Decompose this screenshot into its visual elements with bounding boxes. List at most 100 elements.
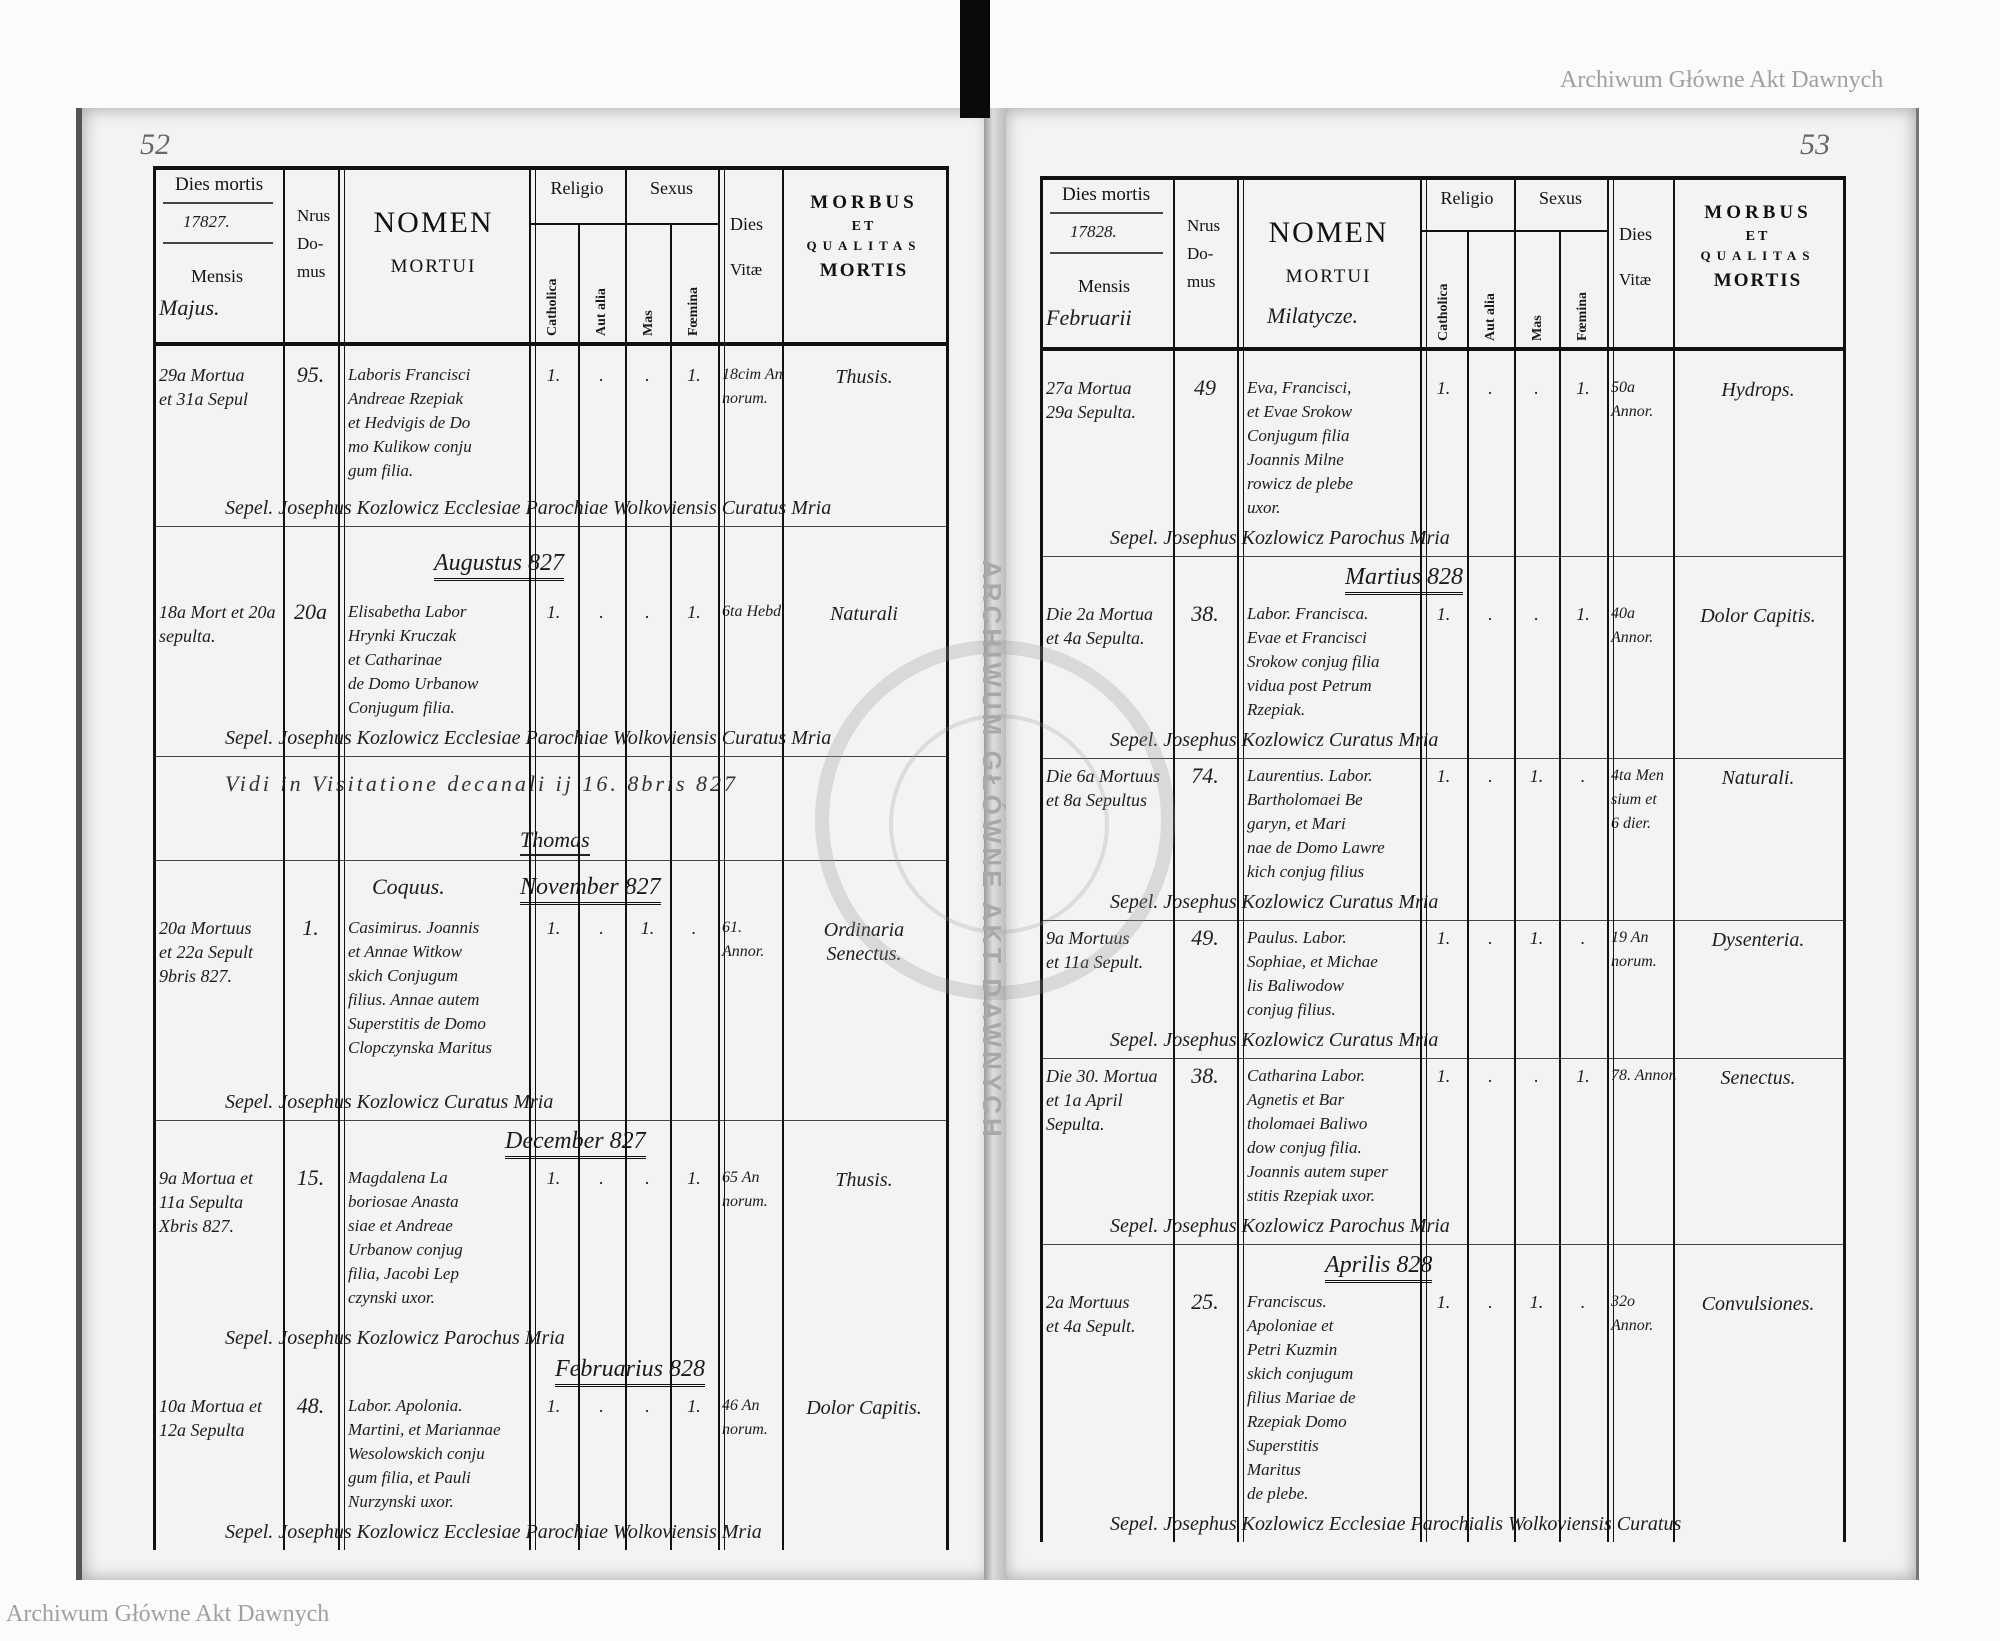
cause-line: Dolor Capitis. [806,1397,922,1419]
date-line: 9a Mortua et [159,1168,253,1188]
right_page-column-rule [1843,176,1846,1542]
entry-catholica-mark: 1. [1436,378,1451,398]
header-religio: Religio [1440,188,1494,208]
header-dies: Dies [730,214,763,234]
age-line: 6ta Hebd. [722,603,786,620]
seal-text: ARCHIWUM GŁÓWNE AKT DAWNYCH [977,560,1007,1141]
entry-house-number: 25. [1191,1289,1219,1314]
header-aut-alia: Aut alia [594,288,609,336]
entry-cause-of-death: Dysenteria. [1673,928,1843,952]
name-line: de plebe. [1247,1484,1309,1503]
entry-aut-alia-mark: . [1488,928,1493,948]
cause-line: Convulsiones. [1701,1293,1815,1315]
entry-name: Magdalena La boriosae Anasta siae et Andre… [348,1166,463,1310]
age-line: 18cim An [722,366,783,383]
name-line: dow conjug filia. [1247,1138,1362,1157]
entry-separator [1040,1244,1843,1245]
name-line: lis Baliwodow [1247,976,1344,995]
entry-catholica-mark: 1. [546,1396,561,1416]
entry-death-burial-date: 9a Mortua et 11a Sepulta Xbris 827. [159,1166,253,1238]
header-mensis: Mensis [1078,276,1131,296]
header-morbus: MORBUS [810,192,918,213]
age-line: Annor. [1611,629,1654,646]
name-line: Urbanow conjug [348,1240,463,1259]
name-line: garyn, et Mari [1247,814,1346,833]
header-mus: mus [297,262,326,281]
entry-cause-of-death: Senectus. [1673,1066,1843,1090]
age-line: Annor. [1611,1317,1654,1334]
entry-name: Labor. Apolonia. Martini, et Mariannae Wes… [348,1394,501,1514]
left_page-column-rule [283,166,285,1550]
header-mortis: MORTIS [819,260,909,281]
entry-mas-mark: 1. [1529,766,1544,786]
left_page-column-rule-double [724,166,725,1550]
name-line: skich conjugum [1247,1364,1354,1383]
name-line: et Evae Srokow [1247,402,1353,421]
entry-age: 65 An norum. [722,1166,768,1214]
left_page-column-rule [670,223,672,1550]
month-heading: Februarius 828 [555,1354,705,1387]
entry-catholica-mark: 1. [1436,1292,1451,1312]
name-line: Conjugum filia. [348,698,455,717]
left_page-header-rule [153,342,946,346]
right_page-column-rule-double [1243,176,1244,1542]
entry-separator [153,860,946,861]
name-line: Bartholomaei Be [1247,790,1363,809]
left_page-column-rule [578,223,580,1550]
name-line: Superstitis [1247,1436,1319,1455]
name-line: Joannis Milne [1247,450,1344,469]
entry-foemina-mark: 1. [687,602,701,622]
header-do: Do- [1187,244,1214,263]
age-line: sium et [1611,791,1657,808]
entry-catholica-mark: 1. [1436,1066,1451,1086]
entry-mas-mark: 1. [1529,1292,1544,1312]
month-heading: Aprilis 828 [1325,1250,1433,1283]
entry-burial-note: Sepel. Josephus Kozlowicz Parochus Mria [1110,527,1450,549]
occupation-note: Coquus. [372,874,445,899]
date-line: 29a Sepulta. [1046,402,1136,422]
name-line: et Catharinae [348,650,442,669]
header-mensis: Mensis [191,266,244,286]
right_page-top-rule [1040,176,1843,180]
name-line: et Hedvigis de Do [348,413,471,432]
header-nomen: NOMEN [1268,216,1389,249]
header-mortui: MORTUI [390,256,477,277]
entry-separator [153,1120,946,1121]
entry-age: 50a Annor. [1611,376,1653,424]
entry-house-number: 15. [296,1165,325,1190]
name-line: Clopczynska Maritus [348,1038,493,1057]
age-line: 32o [1611,1293,1635,1310]
header-vitae: Vitæ [730,260,763,279]
date-line: 2a Mortuus [1046,1292,1130,1312]
entry-cause-of-death: Dolor Capitis. [1673,604,1843,628]
name-line: Nurzynski uxor. [348,1492,454,1511]
entry-death-burial-date: 27a Mortua 29a Sepulta. [1046,376,1136,424]
header-mortui: MORTUI [1285,266,1372,287]
date-line: et 31a Sepul [159,389,248,409]
name-line: Andreae Rzepiak [348,389,464,408]
watermark-left: Archiwum Główne Akt Dawnych [6,1601,330,1627]
entry-age: 78. Annor. [1611,1064,1677,1088]
entry-foemina-mark: . [1580,1292,1586,1312]
entry-foemina-mark: 1. [687,1168,701,1188]
left_page-column-rule [153,166,156,1550]
entry-burial-note: Sepel. Josephus Kozlowicz Parochus Mria [225,1327,565,1349]
right_page-month-rule [1050,252,1163,254]
entry-foemina-mark: . [1580,928,1586,948]
date-line: Sepulta. [1046,1114,1105,1134]
right_page-header-rule [1040,347,1843,351]
entry-burial-note: Sepel. Josephus Kozlowicz Curatus Mria [225,1091,554,1113]
left_page-column-rule [529,166,531,1550]
name-line: Paulus. Labor. [1247,928,1347,947]
seal-eagle-emblem [889,714,1109,934]
entry-house-number: 38. [1191,601,1219,626]
right_page-column-rule [1514,176,1516,1542]
left_page-month-rule [163,242,273,244]
entry-burial-note: Sepel. Josephus Kozlowicz Curatus Mria [1110,1029,1439,1051]
entry-house-number: 49 [1194,375,1216,400]
name-line: Labor. Apolonia. [348,1396,463,1415]
entry-separator [1040,758,1843,759]
left_page-column-rule [782,166,784,1550]
name-line: Laboris Francisci [348,365,471,384]
